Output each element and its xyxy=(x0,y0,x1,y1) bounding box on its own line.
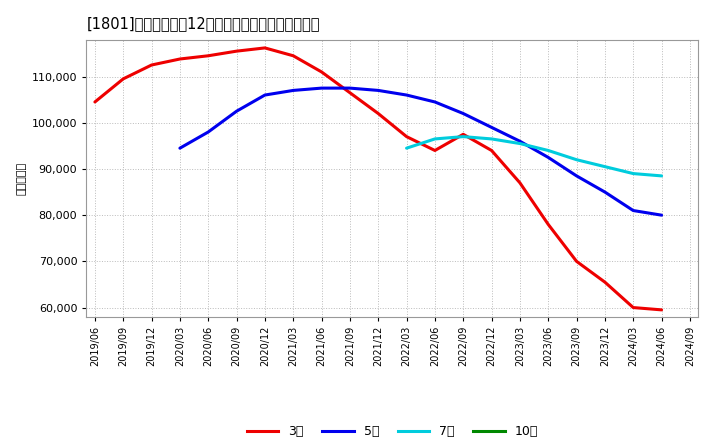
Text: [1801]　当期純利益12か月移動合計の平均値の推移: [1801] 当期純利益12か月移動合計の平均値の推移 xyxy=(86,16,320,32)
Line: 5年: 5年 xyxy=(180,88,662,215)
3年 xyxy=(148,62,156,68)
5年 xyxy=(572,173,581,179)
3年 xyxy=(572,259,581,264)
5年 xyxy=(318,85,326,91)
7年 xyxy=(431,136,439,142)
3年 xyxy=(346,90,354,95)
5年 xyxy=(544,155,552,160)
3年 xyxy=(374,111,382,116)
3年 xyxy=(233,48,241,54)
3年 xyxy=(176,56,184,62)
5年 xyxy=(629,208,637,213)
7年 xyxy=(544,148,552,153)
5年 xyxy=(487,125,496,130)
3年 xyxy=(204,53,212,59)
3年 xyxy=(629,305,637,310)
5年 xyxy=(459,111,467,116)
7年 xyxy=(629,171,637,176)
5年 xyxy=(402,92,411,98)
5年 xyxy=(657,213,666,218)
5年 xyxy=(233,109,241,114)
5年 xyxy=(431,99,439,105)
5年 xyxy=(289,88,297,93)
3年 xyxy=(657,307,666,312)
3年 xyxy=(459,132,467,137)
Y-axis label: （百万円）: （百万円） xyxy=(17,161,27,195)
5年 xyxy=(516,139,524,144)
5年 xyxy=(261,92,269,98)
5年 xyxy=(346,85,354,91)
7年 xyxy=(600,164,609,169)
3年 xyxy=(119,76,127,81)
3年 xyxy=(318,69,326,74)
3年 xyxy=(261,45,269,51)
3年 xyxy=(487,148,496,153)
Line: 7年: 7年 xyxy=(407,136,662,176)
3年 xyxy=(516,180,524,185)
7年 xyxy=(572,157,581,162)
3年 xyxy=(402,134,411,139)
Legend: 3年, 5年, 7年, 10年: 3年, 5年, 7年, 10年 xyxy=(242,420,543,440)
7年 xyxy=(516,141,524,146)
5年 xyxy=(600,189,609,194)
7年 xyxy=(487,136,496,142)
3年 xyxy=(91,99,99,105)
7年 xyxy=(402,146,411,151)
5年 xyxy=(204,129,212,135)
3年 xyxy=(600,279,609,285)
Line: 3年: 3年 xyxy=(95,48,662,310)
3年 xyxy=(431,148,439,153)
5年 xyxy=(176,146,184,151)
7年 xyxy=(657,173,666,179)
7年 xyxy=(459,134,467,139)
3年 xyxy=(289,53,297,59)
5年 xyxy=(374,88,382,93)
3年 xyxy=(544,222,552,227)
